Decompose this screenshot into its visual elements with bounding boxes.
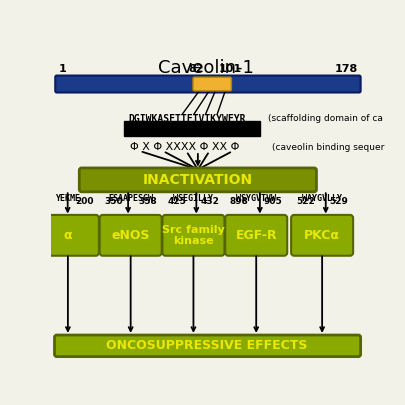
- Text: eNOS: eNOS: [111, 229, 150, 242]
- Text: α: α: [64, 229, 72, 242]
- Text: 178: 178: [334, 64, 358, 74]
- Text: ONCOSUPPRESSIVE EFFECTS: ONCOSUPPRESSIVE EFFECTS: [107, 339, 308, 352]
- FancyBboxPatch shape: [55, 76, 360, 92]
- Text: PKCα: PKCα: [304, 229, 340, 242]
- Text: 425: 425: [167, 198, 186, 207]
- Text: Φ X Φ XXXX Φ XX Φ: Φ X Φ XXXX Φ XX Φ: [130, 142, 239, 152]
- Text: 432: 432: [201, 198, 220, 207]
- Text: 82: 82: [188, 64, 204, 74]
- Text: 529: 529: [330, 198, 348, 207]
- Text: 522: 522: [296, 198, 315, 207]
- Text: 898: 898: [230, 198, 249, 207]
- FancyBboxPatch shape: [193, 77, 231, 91]
- FancyBboxPatch shape: [225, 215, 287, 256]
- FancyBboxPatch shape: [162, 215, 224, 256]
- FancyBboxPatch shape: [55, 335, 360, 356]
- FancyBboxPatch shape: [124, 121, 260, 136]
- Text: (caveolin binding sequer: (caveolin binding sequer: [271, 143, 384, 151]
- Text: 200: 200: [76, 198, 94, 207]
- Text: YEKME: YEKME: [55, 194, 80, 202]
- Text: 1: 1: [58, 64, 66, 74]
- Text: 350: 350: [104, 198, 123, 207]
- Text: INACTIVATION: INACTIVATION: [143, 173, 253, 187]
- FancyBboxPatch shape: [291, 215, 353, 256]
- Text: DGIWKASFTTFTVTKYWFYR: DGIWKASFTTFTVTKYWFYR: [128, 114, 245, 124]
- Text: Caveolin-1: Caveolin-1: [158, 59, 254, 77]
- FancyBboxPatch shape: [37, 215, 99, 256]
- Text: WAYGVLLY: WAYGVLLY: [302, 194, 342, 202]
- Text: ESAAPESGW: ESAAPESGW: [108, 194, 153, 202]
- Text: 905: 905: [264, 198, 283, 207]
- Text: WSEGILLY: WSEGILLY: [173, 194, 213, 202]
- FancyBboxPatch shape: [100, 215, 162, 256]
- Text: 101: 101: [218, 64, 241, 74]
- FancyBboxPatch shape: [79, 168, 316, 192]
- Text: (scaffolding domain of ca: (scaffolding domain of ca: [268, 114, 382, 123]
- Text: WSYGVTVW: WSYGVTVW: [236, 194, 276, 202]
- Text: 358: 358: [138, 198, 157, 207]
- Text: EGF-R: EGF-R: [235, 229, 277, 242]
- Text: Src family
kinase: Src family kinase: [162, 224, 225, 246]
